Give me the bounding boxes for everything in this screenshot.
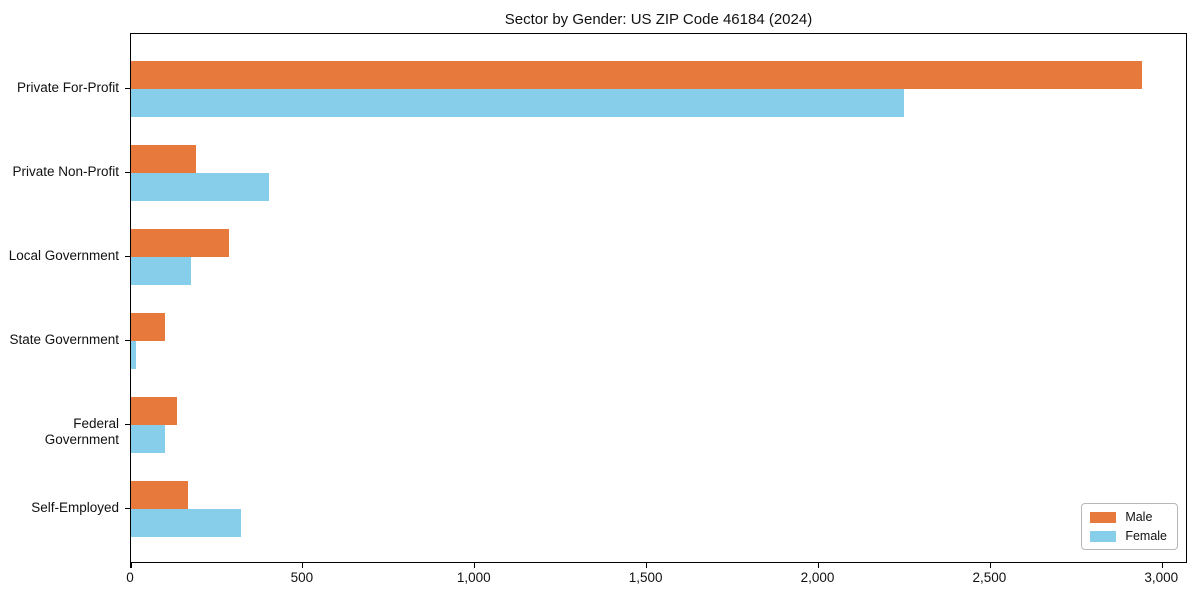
y-axis-label: Local Government [8, 247, 119, 263]
y-axis-label: Federal Government [44, 415, 119, 447]
y-axis-label: Self-Employed [31, 499, 119, 515]
bar-male-0 [131, 60, 1142, 89]
bar-male-1 [131, 144, 197, 173]
bar-male-3 [131, 312, 166, 341]
x-axis-label: 500 [290, 570, 314, 585]
y-axis-label: Private For-Profit [16, 79, 119, 95]
x-axis-label: 0 [126, 570, 134, 585]
legend: Male Female [1081, 503, 1178, 550]
x-axis-label: 2,500 [972, 570, 1007, 585]
legend-entry-female: Female [1090, 529, 1167, 543]
bar-female-4 [131, 424, 166, 453]
y-tick-mark [125, 339, 130, 342]
x-tick-mark [646, 563, 648, 568]
bar-female-3 [131, 340, 137, 369]
y-axis-label: Private Non-Profit [12, 163, 119, 179]
x-tick-mark [989, 563, 991, 568]
x-tick-mark [817, 563, 820, 568]
x-tick-mark [474, 563, 476, 568]
x-tick-mark [130, 563, 132, 568]
bar-female-2 [131, 256, 192, 285]
bar-female-1 [131, 172, 269, 201]
legend-swatch-icon [1090, 511, 1117, 523]
legend-swatch-icon [1090, 530, 1117, 542]
x-axis-label: 1,500 [628, 570, 663, 585]
x-axis-label: 2,000 [800, 570, 835, 585]
plot-area: Male Female [125, 33, 1187, 568]
bar-male-5 [131, 480, 188, 509]
legend-entry-male: Male [1090, 510, 1167, 524]
plot-inner [125, 34, 1186, 568]
y-tick-mark [125, 507, 130, 510]
y-axis-label: State Government [9, 331, 119, 347]
bar-female-5 [131, 508, 241, 537]
legend-label: Female [1125, 529, 1167, 543]
legend-label: Male [1125, 510, 1153, 524]
x-axis-label: 3,000 [1144, 570, 1179, 585]
bar-female-0 [131, 88, 905, 117]
x-tick-mark [302, 563, 304, 568]
y-tick-mark [125, 87, 130, 90]
y-tick-mark [125, 255, 130, 258]
bar-male-2 [131, 228, 229, 257]
bar-male-4 [131, 396, 178, 425]
chart-title: Sector by Gender: US ZIP Code 46184 (202… [504, 11, 813, 28]
x-tick-mark [1161, 563, 1163, 568]
y-tick-mark [125, 423, 130, 426]
x-axis-label: 1,000 [456, 570, 491, 585]
y-tick-mark [125, 171, 130, 174]
